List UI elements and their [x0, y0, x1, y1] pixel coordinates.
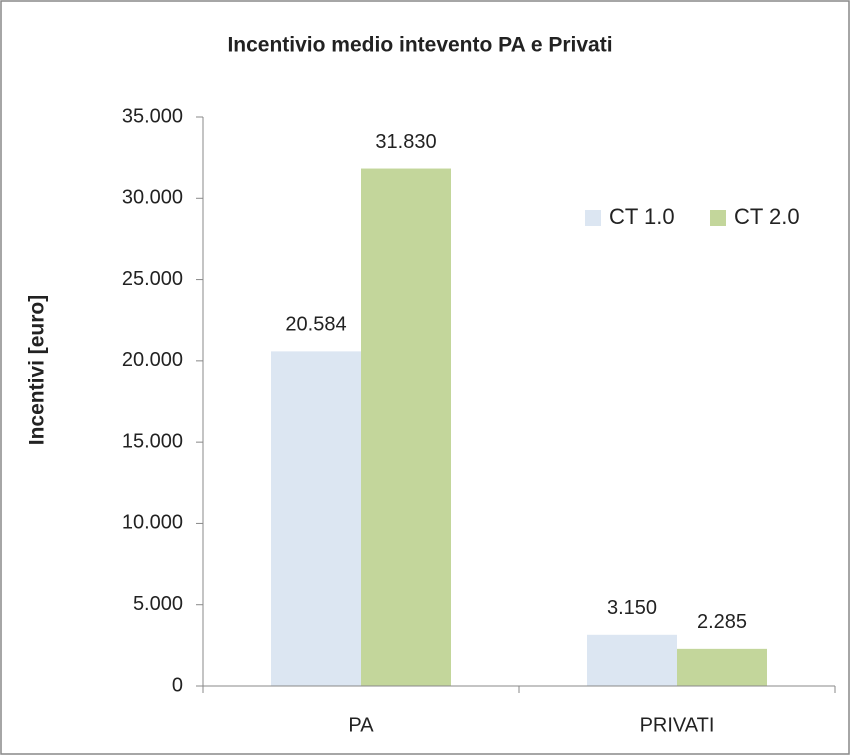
- y-tick-label: 15.000: [122, 430, 183, 452]
- bar: [361, 168, 451, 686]
- y-tick-label: 30.000: [122, 187, 183, 209]
- y-tick-label: 0: [172, 674, 183, 696]
- y-tick-label: 20.000: [122, 349, 183, 371]
- y-tick-label: 5.000: [133, 593, 183, 615]
- legend-swatch: [585, 210, 601, 226]
- value-label: 20.584: [285, 314, 346, 336]
- legend-swatch: [710, 210, 726, 226]
- chart-title: Incentivio medio intevento PA e Privati: [227, 34, 612, 57]
- y-tick-label: 10.000: [122, 512, 183, 534]
- y-tick-label: 25.000: [122, 268, 183, 290]
- bar: [677, 648, 767, 686]
- legend-label: CT 2.0: [734, 204, 800, 229]
- value-label: 31.830: [375, 131, 436, 153]
- legend-label: CT 1.0: [609, 204, 675, 229]
- value-label: 3.150: [607, 597, 657, 619]
- x-tick-label: PA: [348, 714, 374, 736]
- x-tick-label: PRIVATI: [640, 714, 715, 736]
- bar: [271, 351, 361, 686]
- y-axis-label: Incentivi [euro]: [26, 295, 49, 446]
- y-tick-label: 35.000: [122, 105, 183, 127]
- value-label: 2.285: [697, 611, 747, 633]
- bar: [587, 634, 677, 686]
